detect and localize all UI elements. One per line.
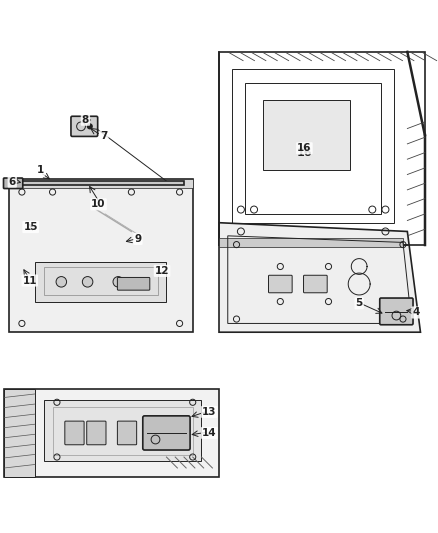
Text: 12: 12	[155, 266, 170, 276]
FancyBboxPatch shape	[268, 275, 292, 293]
FancyBboxPatch shape	[4, 178, 23, 189]
Text: 6: 6	[9, 176, 16, 187]
FancyBboxPatch shape	[143, 416, 190, 450]
FancyBboxPatch shape	[304, 275, 327, 293]
Circle shape	[82, 277, 93, 287]
Text: 16: 16	[297, 148, 312, 158]
Polygon shape	[219, 223, 420, 332]
Text: 11: 11	[22, 276, 37, 286]
Text: 1: 1	[37, 165, 44, 175]
Text: 8: 8	[82, 115, 89, 125]
Text: 15: 15	[23, 222, 38, 232]
Text: 16: 16	[297, 143, 312, 154]
Polygon shape	[263, 100, 350, 170]
Polygon shape	[9, 179, 193, 188]
Text: 4: 4	[413, 308, 420, 318]
FancyBboxPatch shape	[71, 116, 98, 136]
FancyBboxPatch shape	[65, 421, 84, 445]
FancyBboxPatch shape	[87, 421, 106, 445]
FancyBboxPatch shape	[117, 278, 150, 290]
Text: 9: 9	[134, 234, 141, 244]
Polygon shape	[18, 181, 184, 185]
Text: 5: 5	[356, 298, 363, 308]
Polygon shape	[4, 389, 219, 477]
Text: 13: 13	[202, 407, 217, 417]
Circle shape	[113, 277, 124, 287]
Polygon shape	[9, 179, 193, 332]
Text: 14: 14	[202, 428, 217, 438]
Circle shape	[56, 277, 67, 287]
Text: 10: 10	[91, 199, 106, 209]
Polygon shape	[219, 238, 403, 247]
Polygon shape	[44, 400, 201, 462]
Polygon shape	[4, 389, 35, 477]
FancyBboxPatch shape	[380, 298, 413, 325]
Polygon shape	[35, 262, 166, 302]
Circle shape	[87, 123, 93, 130]
Text: 7: 7	[100, 132, 107, 141]
FancyBboxPatch shape	[117, 421, 137, 445]
